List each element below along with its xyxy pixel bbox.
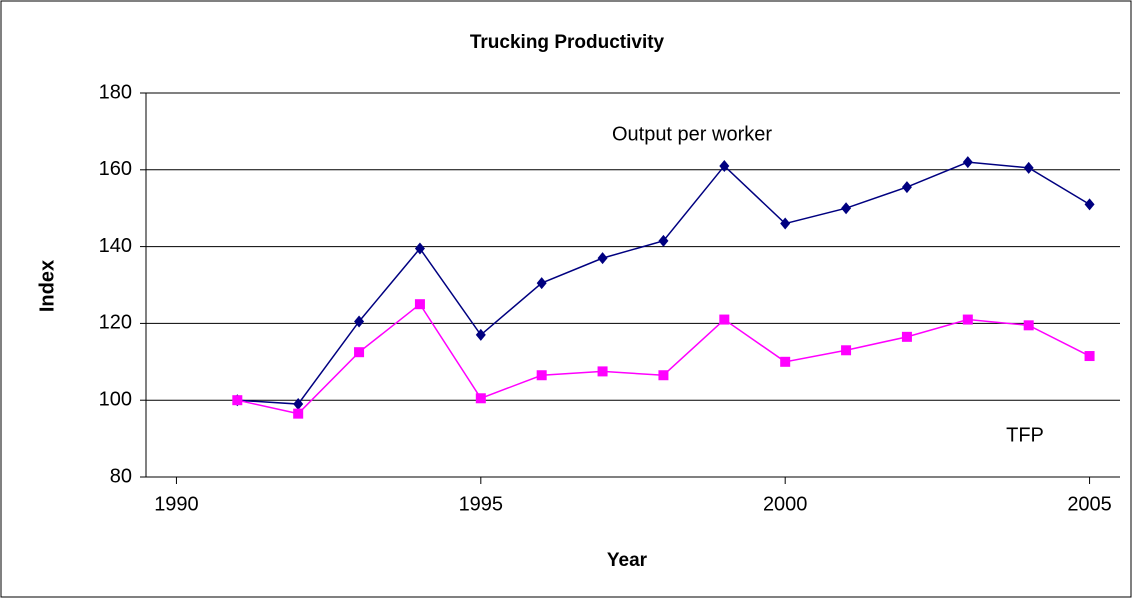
series-label: Output per worker: [612, 123, 772, 145]
marker: [293, 398, 304, 411]
marker: [780, 356, 791, 367]
series-label: TFP: [1006, 424, 1044, 446]
y-tick-label: 160: [99, 158, 132, 180]
marker: [597, 366, 608, 377]
marker: [1084, 351, 1095, 362]
marker: [962, 156, 973, 169]
y-tick-label: 80: [110, 465, 132, 487]
marker: [901, 181, 912, 194]
marker: [354, 315, 365, 328]
marker: [658, 234, 669, 247]
y-tick-label: 120: [99, 312, 132, 334]
marker: [293, 408, 304, 419]
x-tick-label: 1990: [154, 493, 199, 515]
marker: [597, 252, 608, 265]
y-axis-label: Index: [36, 260, 58, 312]
x-axis-label: Year: [607, 550, 648, 571]
marker: [414, 242, 425, 255]
marker: [232, 395, 243, 406]
marker: [901, 331, 912, 342]
y-tick-label: 180: [99, 81, 132, 103]
marker: [536, 370, 547, 381]
y-tick-label: 100: [99, 388, 132, 410]
chart-title: Trucking Productivity: [470, 32, 665, 53]
marker: [780, 217, 791, 230]
marker: [1023, 320, 1034, 331]
y-tick-label: 140: [99, 235, 132, 257]
marker: [1084, 198, 1095, 211]
marker: [1023, 161, 1034, 174]
x-tick-label: 1995: [459, 493, 504, 515]
marker: [536, 277, 547, 290]
marker: [719, 159, 730, 172]
marker: [719, 314, 730, 325]
marker: [962, 314, 973, 325]
marker: [475, 328, 486, 341]
marker: [841, 345, 852, 356]
marker: [841, 202, 852, 215]
x-tick-label: 2000: [763, 493, 808, 515]
marker: [414, 299, 425, 310]
marker: [475, 393, 486, 404]
marker: [354, 347, 365, 358]
x-tick-label: 2005: [1067, 493, 1112, 515]
marker: [658, 370, 669, 381]
